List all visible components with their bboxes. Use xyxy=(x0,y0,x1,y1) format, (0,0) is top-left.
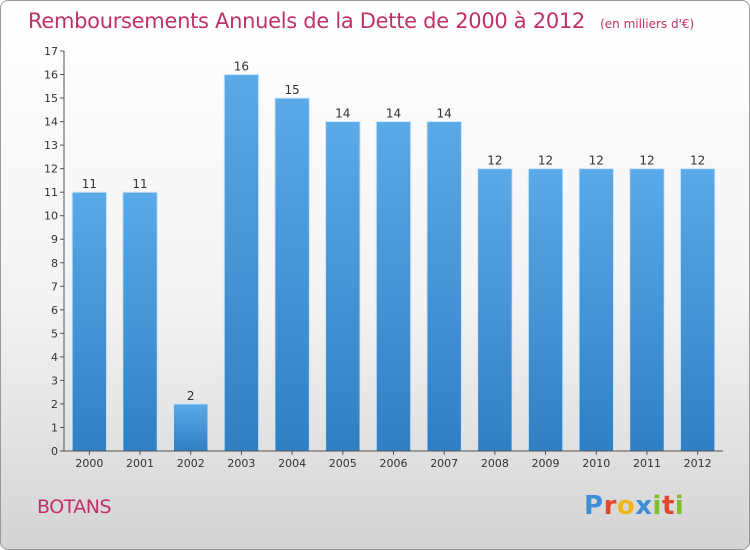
commune-name: BOTANS xyxy=(37,496,112,518)
x-tick-label: 2008 xyxy=(481,457,509,470)
y-tick-label: 11 xyxy=(44,186,58,199)
logo-letter: x xyxy=(635,491,653,521)
bar-value-label: 12 xyxy=(589,154,604,168)
logo-letter: t xyxy=(661,491,675,521)
x-tick-label: 2000 xyxy=(75,457,103,470)
y-tick-label: 13 xyxy=(44,139,58,152)
logo-letter: i xyxy=(674,491,685,521)
y-tick-label: 10 xyxy=(44,210,58,223)
bar-2007 xyxy=(426,121,462,452)
y-tick-label: 6 xyxy=(51,304,58,317)
y-tick-label: 5 xyxy=(51,327,58,340)
bar-2011 xyxy=(629,168,665,452)
bar-value-label: 12 xyxy=(538,154,553,168)
x-tick-label: 2002 xyxy=(177,457,205,470)
proxiti-logo: Proxiti xyxy=(584,491,684,521)
bar-2005 xyxy=(325,121,361,452)
chart-unit-note: (en milliers d'€) xyxy=(600,17,695,31)
y-tick-label: 7 xyxy=(51,280,58,293)
x-tick-label: 2011 xyxy=(633,457,661,470)
y-tick-label: 9 xyxy=(51,233,58,246)
bar-value-label: 12 xyxy=(690,154,705,168)
x-tick-label: 2001 xyxy=(126,457,154,470)
logo-letter: o xyxy=(616,491,636,521)
bar-value-label: 16 xyxy=(234,60,249,74)
logo-letter: P xyxy=(584,491,604,521)
x-tick-label: 2005 xyxy=(329,457,357,470)
x-tick-label: 2003 xyxy=(227,457,255,470)
bar-2012 xyxy=(679,168,716,452)
y-tick-label: 4 xyxy=(51,351,58,364)
x-tick-label: 2009 xyxy=(532,457,560,470)
bar-value-label: 14 xyxy=(437,107,452,121)
y-tick-label: 12 xyxy=(44,163,58,176)
bar-value-label: 11 xyxy=(132,177,147,191)
y-tick-label: 14 xyxy=(44,116,58,129)
y-tick-label: 8 xyxy=(51,257,58,270)
logo-letter: r xyxy=(603,491,617,521)
bar-value-label: 11 xyxy=(82,177,97,191)
bar-2008 xyxy=(477,168,513,452)
y-tick-label: 15 xyxy=(44,92,58,105)
y-tick-label: 16 xyxy=(44,69,58,82)
title-row: Remboursements Annuels de la Dette de 20… xyxy=(28,9,694,33)
bar-2003 xyxy=(223,74,260,452)
y-tick-label: 3 xyxy=(51,374,58,387)
chart-title: Remboursements Annuels de la Dette de 20… xyxy=(28,9,585,33)
x-tick-label: 2004 xyxy=(278,457,306,470)
y-tick-label: 2 xyxy=(51,398,58,411)
bar-value-label: 12 xyxy=(639,154,654,168)
logo-letter: i xyxy=(652,491,662,521)
y-tick-label: 17 xyxy=(44,45,58,58)
bar-2000 xyxy=(71,191,108,452)
bar-2002 xyxy=(172,403,209,452)
bar-value-label: 14 xyxy=(335,107,350,121)
x-tick-label: 2006 xyxy=(380,457,408,470)
x-tick-label: 2012 xyxy=(684,457,712,470)
bar-2009 xyxy=(527,168,564,452)
bar-value-label: 12 xyxy=(487,154,502,168)
bar-value-label: 15 xyxy=(284,83,299,97)
x-tick-label: 2010 xyxy=(582,457,610,470)
bar-2004 xyxy=(274,97,310,452)
y-tick-label: 1 xyxy=(51,421,58,434)
bar-2010 xyxy=(578,168,615,452)
bar-value-label: 14 xyxy=(386,107,401,121)
y-tick-label: 0 xyxy=(51,445,58,458)
bar-2001 xyxy=(122,191,158,452)
bar-2006 xyxy=(375,121,412,452)
bar-value-label: 2 xyxy=(187,389,195,403)
x-tick-label: 2007 xyxy=(430,457,458,470)
